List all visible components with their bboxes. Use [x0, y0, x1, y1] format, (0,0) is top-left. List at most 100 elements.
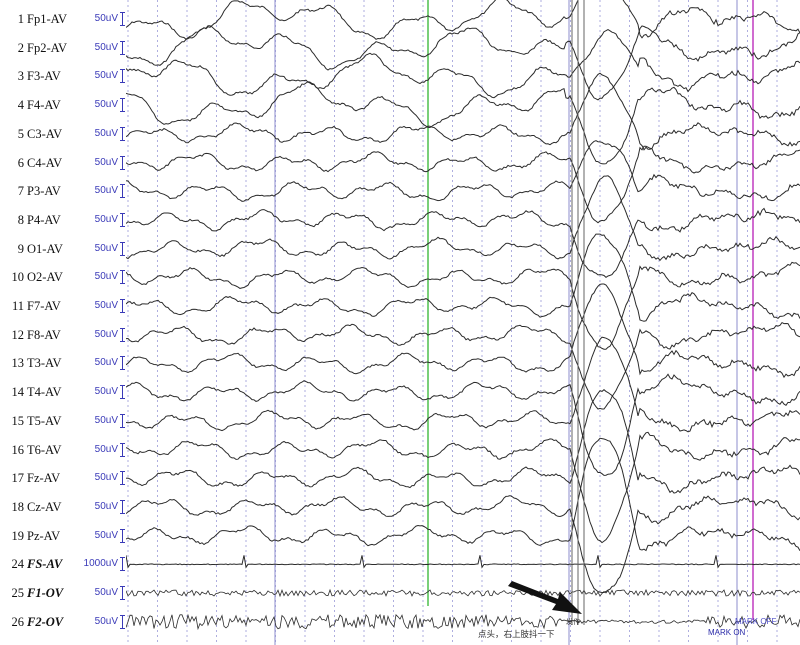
channel-number: 15	[11, 413, 25, 428]
channel-number: 4	[17, 98, 24, 113]
eeg-trace	[126, 261, 800, 350]
scale-bar-icon	[120, 155, 125, 170]
channel-row[interactable]: 26 F2-OV 50uV	[0, 608, 126, 636]
channel-scale: 50uV	[94, 213, 118, 225]
channel-row[interactable]: 14 T4-AV 50uV	[0, 378, 126, 406]
eeg-trace	[126, 588, 800, 598]
channel-row[interactable]: 1 Fp1-AV 50uV	[0, 5, 126, 33]
scale-bar-icon	[120, 442, 125, 457]
channel-row[interactable]: 10 O2-AV 50uV	[0, 263, 126, 291]
channel-scale: 50uV	[94, 242, 118, 254]
scale-bar-icon	[120, 385, 125, 400]
scale-bar-icon	[120, 471, 125, 486]
channel-row[interactable]: 9 O1-AV 50uV	[0, 235, 126, 263]
scale-bar-icon	[120, 413, 125, 428]
eeg-trace	[126, 140, 800, 202]
channel-number: 19	[11, 528, 25, 543]
channel-label: F3-AV	[27, 69, 61, 84]
channel-number: 11	[11, 299, 24, 313]
scale-bar-icon	[120, 40, 125, 55]
channel-label: C4-AV	[27, 155, 63, 170]
channel-scale: 50uV	[94, 386, 118, 398]
eeg-trace	[126, 431, 800, 544]
channel-row[interactable]: 6 C4-AV 50uV	[0, 149, 126, 177]
channel-number: 7	[17, 184, 24, 199]
eeg-trace	[126, 233, 800, 322]
channel-number: 13	[11, 356, 25, 371]
channel-row[interactable]: 19 Pz-AV 50uV	[0, 522, 126, 550]
scale-bar-icon	[120, 126, 125, 141]
scale-bar-icon	[120, 98, 125, 113]
channel-scale: 50uV	[94, 127, 118, 139]
scale-bar-icon	[120, 12, 125, 26]
channel-row[interactable]: 4 F4-AV 50uV	[0, 91, 126, 119]
channel-row[interactable]: 11 F7-AV 50uV	[0, 292, 126, 320]
channel-label: P4-AV	[27, 212, 61, 227]
eeg-trace	[126, 613, 800, 631]
event-annotation-label: 点头，右上肢抖一下	[478, 629, 555, 639]
eeg-trace	[126, 25, 800, 101]
scale-bar-icon	[120, 241, 125, 256]
eeg-trace	[126, 175, 800, 262]
seizure-event-tag: 发作	[566, 619, 580, 626]
channel-label: Fp1-AV	[27, 12, 68, 26]
channel-label: Fp2-AV	[27, 40, 68, 55]
channel-label: F2-OV	[27, 614, 64, 629]
channel-label: Cz-AV	[27, 499, 62, 514]
channel-row[interactable]: 24 FS-AV 1000uV	[0, 550, 126, 578]
channel-row[interactable]: 7 P3-AV 50uV	[0, 177, 126, 205]
eeg-trace	[126, 437, 800, 552]
scale-bar-icon	[120, 69, 125, 84]
channel-row[interactable]: 25 F1-OV 50uV	[0, 579, 126, 607]
channel-scale: 1000uV	[83, 558, 118, 570]
channel-number: 18	[11, 499, 25, 514]
channel-label: F4-AV	[27, 98, 61, 113]
channel-row[interactable]: 2 Fp2-AV 50uV	[0, 34, 126, 62]
channel-row[interactable]: 3 F3-AV 50uV	[0, 62, 126, 90]
eeg-trace	[126, 145, 800, 224]
mark-off-label[interactable]: MARK OFF	[735, 617, 777, 626]
channel-number: 25	[11, 586, 25, 600]
eeg-trace	[126, 0, 800, 40]
scale-bar-icon	[120, 614, 125, 629]
channel-number: 9	[17, 241, 24, 256]
channel-scale: 50uV	[94, 443, 118, 455]
channel-row[interactable]: 5 C3-AV 50uV	[0, 120, 126, 148]
channel-scale: 50uV	[94, 41, 118, 53]
channel-scale: 50uV	[94, 414, 118, 426]
channel-row[interactable]: 18 Cz-AV 50uV	[0, 493, 126, 521]
eeg-trace	[126, 373, 800, 476]
channel-row[interactable]: 13 T3-AV 50uV	[0, 349, 126, 377]
channel-scale: 50uV	[94, 185, 118, 197]
channel-label: F1-OV	[27, 586, 64, 600]
channel-number: 26	[11, 614, 25, 629]
eeg-trace-area[interactable]: 发作 MARK OFF MARK ON 点头，右上肢抖一下	[126, 0, 800, 645]
mark-on-label[interactable]: MARK ON	[708, 628, 746, 637]
eeg-traces-canvas	[126, 0, 800, 645]
channel-number: 17	[11, 471, 25, 486]
scale-bar-icon	[120, 299, 125, 313]
channel-number: 5	[17, 126, 24, 141]
channel-number: 3	[17, 69, 24, 84]
channel-label: O1-AV	[27, 241, 63, 256]
montage-channel-list: 1 Fp1-AV 50uV 2 Fp2-AV 50uV 3 F3-AV 50uV 4 F4-AV 50…	[0, 0, 126, 645]
channel-scale: 50uV	[94, 156, 118, 168]
channel-number: 12	[11, 327, 25, 342]
channel-label: T4-AV	[27, 385, 62, 400]
channel-label: T6-AV	[27, 442, 62, 457]
channel-row[interactable]: 16 T6-AV 50uV	[0, 436, 126, 464]
channel-label: T5-AV	[27, 413, 62, 428]
eeg-trace	[126, 283, 800, 379]
eeg-trace	[126, 321, 800, 410]
channel-row[interactable]: 15 T5-AV 50uV	[0, 407, 126, 435]
channel-row[interactable]: 8 P4-AV 50uV	[0, 206, 126, 234]
channel-scale: 50uV	[94, 271, 118, 283]
eeg-trace	[126, 29, 800, 99]
channel-row[interactable]: 17 Fz-AV 50uV	[0, 464, 126, 492]
channel-number: 2	[17, 40, 24, 55]
channel-row[interactable]: 12 F8-AV 50uV	[0, 321, 126, 349]
channel-scale: 50uV	[94, 70, 118, 82]
scale-bar-icon	[120, 270, 125, 285]
scale-bar-icon	[120, 586, 125, 600]
